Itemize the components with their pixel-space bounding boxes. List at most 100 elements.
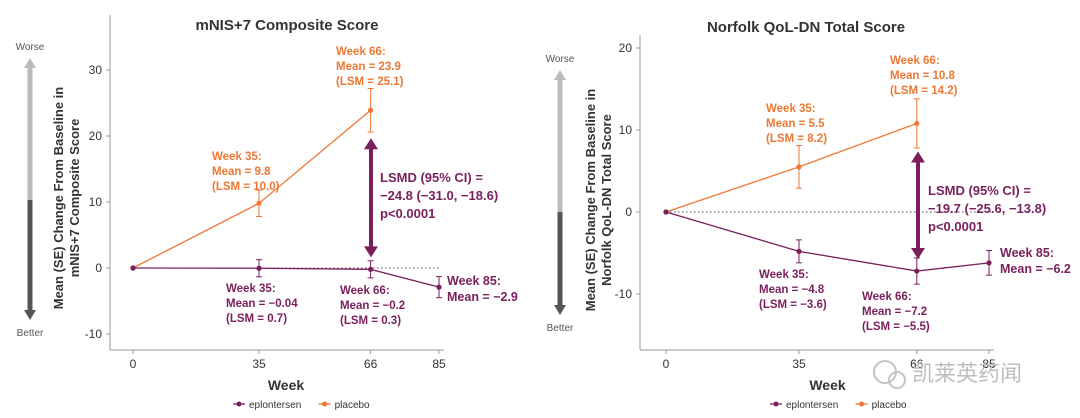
- annotation-text: Week 66:: [340, 285, 390, 297]
- legend-marker-eplontersen: [773, 401, 779, 407]
- lsmd-text: LSMD (95% CI) =: [380, 170, 483, 185]
- lsmd-arrow-head-down: [364, 246, 378, 258]
- annotation-text: Mean = −6.2: [1000, 262, 1071, 276]
- data-point-eplontersen: [256, 265, 262, 271]
- worse-label: Worse: [16, 42, 45, 53]
- y-tick-label: 20: [619, 41, 633, 55]
- legend-marker-eplontersen: [236, 401, 242, 407]
- annotation-text: Mean = −0.2: [340, 300, 405, 312]
- worse-arrow-head: [554, 70, 566, 80]
- data-point-placebo: [914, 120, 920, 127]
- x-tick-label: 0: [130, 357, 137, 371]
- data-point-eplontersen: [436, 284, 442, 290]
- worse-arrow-head: [24, 58, 36, 68]
- x-tick-label: 66: [364, 357, 378, 371]
- annotation-text: Mean = 23.9: [336, 61, 401, 73]
- chart-title: mNIS+7 Composite Score: [196, 17, 379, 34]
- y-tick-label: 30: [89, 63, 103, 77]
- annotation-text: (LSM = 10.0): [212, 181, 280, 193]
- x-tick-label: 66: [910, 357, 924, 371]
- lsmd-text: LSMD (95% CI) =: [928, 183, 1031, 198]
- x-tick-label: 35: [792, 357, 806, 371]
- legend-label: eplontersen: [249, 400, 301, 411]
- x-tick-label: 35: [252, 357, 266, 371]
- y-tick-label: 0: [95, 261, 102, 275]
- data-point-eplontersen: [796, 248, 802, 254]
- data-point-placebo: [796, 164, 802, 170]
- chart-title: Norfolk QoL-DN Total Score: [707, 19, 905, 36]
- annotation-text: Week 85:: [447, 274, 501, 288]
- lsmd-text: −19.7 (−25.6, −13.8): [928, 201, 1046, 216]
- x-axis-label: Week: [809, 377, 846, 393]
- annotation-text: Week 35:: [226, 283, 276, 295]
- annotation-text: (LSM = 0.3): [340, 315, 401, 327]
- wechat-icon: [873, 360, 897, 384]
- annotation-text: Mean = 5.5: [766, 118, 825, 130]
- wechat-icon-small: [888, 371, 906, 389]
- legend-label: placebo: [335, 400, 370, 411]
- x-axis-label: Week: [268, 377, 305, 393]
- annotation-text: Week 85:: [1000, 246, 1054, 260]
- lsmd-arrow-head-down: [911, 248, 925, 260]
- x-tick-label: 85: [982, 357, 996, 371]
- annotation-text: Mean = 10.8: [890, 70, 955, 82]
- series-line-eplontersen: [132, 267, 440, 288]
- y-tick-label: 10: [89, 195, 103, 209]
- y-tick-label: 20: [89, 129, 103, 143]
- y-axis-label: Mean (SE) Change From Baseline in: [583, 89, 598, 312]
- annotation-text: Week 35:: [212, 151, 262, 163]
- better-arrow-head: [24, 310, 36, 320]
- lsmd-text: −24.8 (−31.0, −18.6): [380, 188, 498, 203]
- x-tick-label: 0: [663, 357, 670, 371]
- data-point-eplontersen: [368, 266, 374, 272]
- annotation-text: (LSM = −3.6): [759, 299, 827, 311]
- lsmd-text: p<0.0001: [928, 219, 983, 234]
- y-axis-label: mNIS+7 Composite Score: [67, 119, 82, 278]
- lsmd-arrow-head-up: [364, 138, 378, 150]
- watermark: 凯莱英药闻: [873, 360, 1022, 389]
- y-tick-label: 0: [625, 205, 632, 219]
- y-tick-label: -10: [85, 327, 103, 341]
- annotation-text: Week 66:: [336, 46, 386, 58]
- y-tick-label: 10: [619, 123, 633, 137]
- data-point-eplontersen: [914, 268, 920, 274]
- data-point-placebo: [130, 265, 136, 271]
- annotation-text: Week 66:: [890, 55, 940, 67]
- annotation-text: (LSM = 8.2): [766, 133, 827, 145]
- lsmd-text: p<0.0001: [380, 206, 435, 221]
- data-point-eplontersen: [986, 260, 992, 266]
- data-point-placebo: [663, 209, 669, 215]
- legend-label: placebo: [872, 400, 907, 411]
- annotation-text: (LSM = 0.7): [226, 313, 287, 325]
- annotation-text: (LSM = 25.1): [336, 76, 404, 88]
- y-tick-label: -10: [615, 287, 633, 301]
- legend-marker-placebo: [859, 401, 865, 407]
- annotation-text: Mean = −0.04: [226, 298, 298, 310]
- y-axis-label: Mean (SE) Change From Baseline in: [51, 87, 66, 310]
- annotation-text: Mean = −7.2: [862, 306, 927, 318]
- better-label: Better: [17, 328, 44, 339]
- annotation-text: Mean = −2.9: [447, 290, 518, 304]
- y-axis-label: Norfolk QoL-DN Total Score: [599, 114, 614, 286]
- lsmd-arrow-head-up: [911, 151, 925, 163]
- annotation-text: Mean = −4.8: [759, 284, 825, 296]
- annotation-text: Week 35:: [759, 269, 809, 281]
- annotation-text: Week 35:: [766, 103, 816, 115]
- annotation-text: Week 66:: [862, 291, 912, 303]
- data-point-placebo: [256, 200, 262, 206]
- annotation-text: (LSM = −5.5): [862, 321, 930, 333]
- legend-label: eplontersen: [786, 400, 838, 411]
- data-point-placebo: [368, 107, 374, 113]
- x-tick-label: 85: [432, 357, 446, 371]
- worse-label: Worse: [546, 54, 575, 65]
- better-label: Better: [547, 323, 574, 334]
- annotation-text: Mean = 9.8: [212, 166, 271, 178]
- watermark-text: 凯莱英药闻: [912, 361, 1022, 386]
- annotation-text: (LSM = 14.2): [890, 85, 958, 97]
- legend-marker-placebo: [322, 401, 328, 407]
- better-arrow-head: [554, 305, 566, 315]
- series-line-eplontersen: [665, 211, 990, 272]
